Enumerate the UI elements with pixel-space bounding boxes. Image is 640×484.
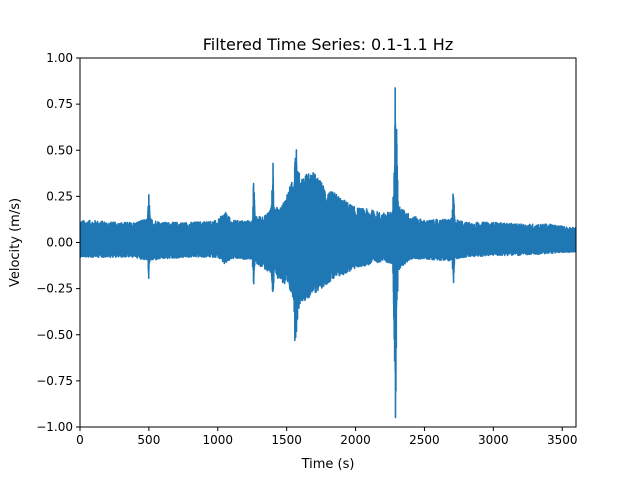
x-tick-label: 2000 — [340, 433, 371, 447]
x-tick-label: 1000 — [203, 433, 234, 447]
y-tick-label: −0.75 — [36, 374, 73, 388]
series-layer — [80, 87, 576, 419]
series-line — [80, 87, 576, 419]
x-tick-label: 0 — [76, 433, 84, 447]
x-axis-label: Time (s) — [301, 457, 355, 472]
y-tick-label: −1.00 — [36, 420, 73, 434]
y-tick-label: 0.25 — [46, 189, 73, 203]
y-tick-label: 0.75 — [46, 97, 73, 111]
plot-frame — [79, 57, 577, 428]
y-tick-label: 0.00 — [46, 236, 73, 250]
x-tick-label: 500 — [137, 433, 160, 447]
x-axis-ticks: 0 500 1000 1500 2000 2500 3000 3500 — [76, 427, 577, 447]
chart-title: Filtered Time Series: 0.1-1.1 Hz — [203, 35, 453, 54]
x-tick-label: 1500 — [271, 433, 302, 447]
y-axis-label: Velocity (m/s) — [8, 198, 23, 287]
y-tick-label: 0.50 — [46, 143, 73, 157]
y-axis-ticks: −1.00 −0.75 −0.50 −0.25 0.00 0.25 0.50 0.75 1.00 — [36, 51, 80, 434]
y-tick-label: 1.00 — [46, 51, 73, 65]
y-tick-label: −0.50 — [36, 328, 73, 342]
y-tick-label: −0.25 — [36, 282, 73, 296]
x-tick-label: 3500 — [547, 433, 578, 447]
x-tick-label: 3000 — [478, 433, 509, 447]
x-tick-label: 2500 — [409, 433, 440, 447]
